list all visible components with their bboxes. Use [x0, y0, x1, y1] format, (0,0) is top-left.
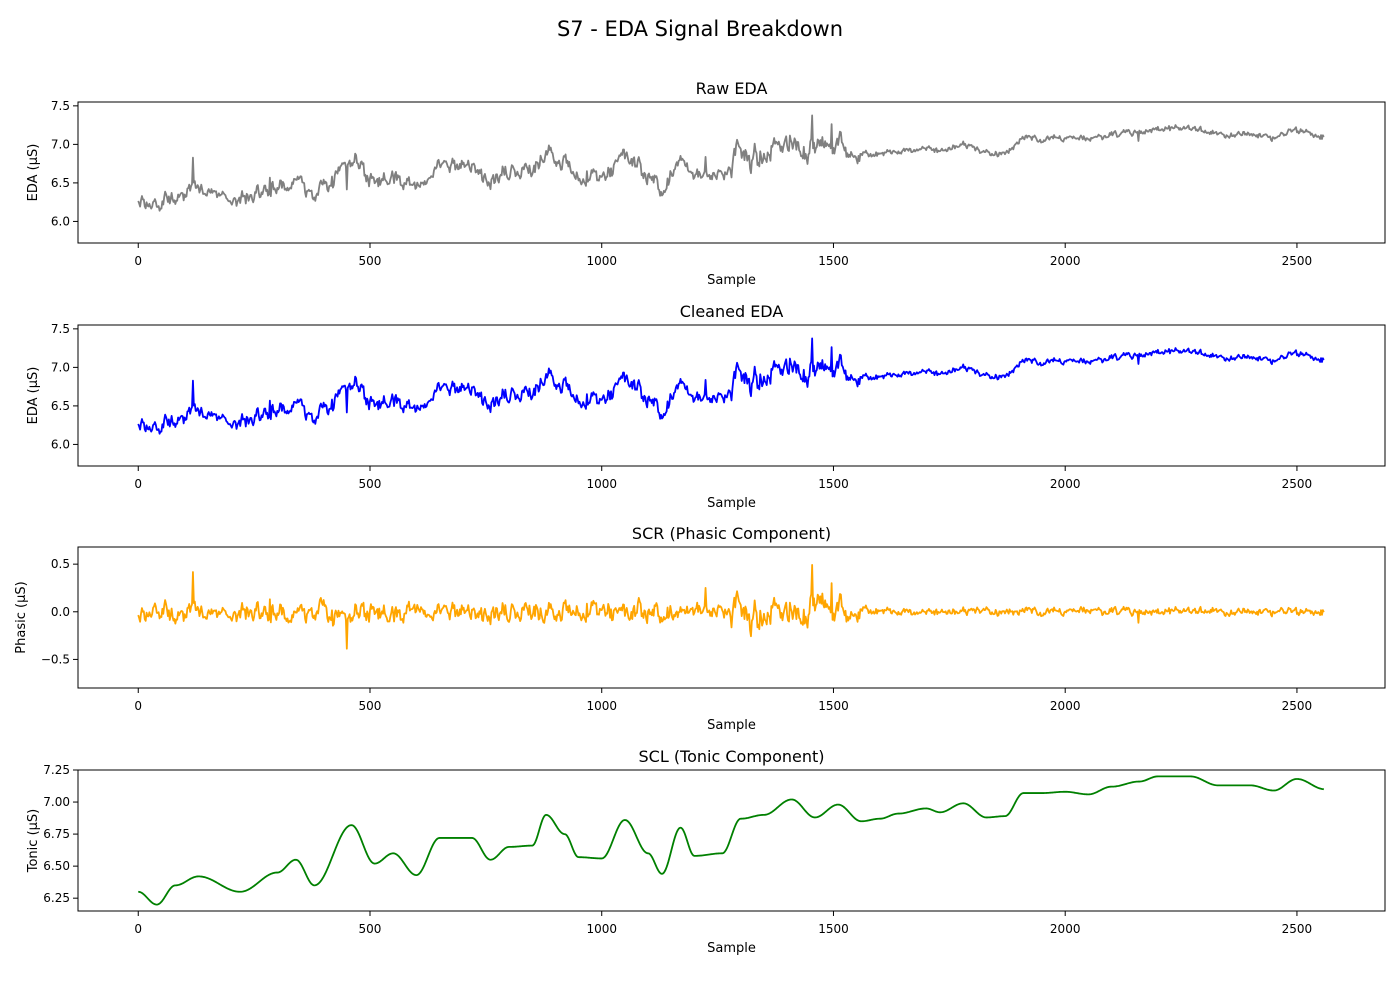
chart-panel-1: 0 500 1000 1500 2000 2500 6.0 6.5 7.0 7.5 Cleaned …	[26, 302, 1386, 511]
x-tick-label-2-0: 0	[134, 699, 142, 713]
x-tick-label-3-5: 2500	[1282, 922, 1313, 936]
x-tick-label-3-4: 2000	[1050, 922, 1081, 936]
x-tick-label-1-1: 500	[359, 477, 382, 491]
y-tick-label-1-3: 7.5	[51, 322, 70, 336]
x-tick-label-0-1: 500	[359, 254, 382, 268]
figure-title: S7 - EDA Signal Breakdown	[557, 17, 843, 41]
x-axis-label-3: Sample	[707, 941, 756, 956]
series-line-2-0	[137, 564, 1325, 650]
x-tick-label-0-4: 2000	[1050, 254, 1081, 268]
y-tick-label-3-0: 6.25	[43, 891, 70, 905]
x-tick-label-3-0: 0	[134, 922, 142, 936]
x-tick-label-2-1: 500	[359, 699, 382, 713]
y-axis-label-2: Phasic (µS)	[14, 581, 29, 653]
x-tick-label-2-3: 1500	[818, 699, 849, 713]
y-axis-label-1: EDA (µS)	[26, 367, 41, 425]
y-axis-label-0: EDA (µS)	[26, 144, 41, 202]
chart-panel-3: 0 500 1000 1500 2000 2500 6.25 6.50 6.75 7.00 7.25…	[26, 747, 1386, 956]
y-tick-label-2-1: 0.0	[51, 605, 70, 619]
x-axis-label-2: Sample	[707, 718, 756, 733]
y-tick-label-0-0: 6.0	[51, 214, 70, 228]
y-tick-label-0-2: 7.0	[51, 137, 70, 151]
y-tick-label-0-3: 7.5	[51, 99, 70, 113]
y-tick-label-3-1: 6.50	[43, 859, 70, 873]
x-tick-label-0-3: 1500	[818, 254, 849, 268]
y-axis-label-3: Tonic (µS)	[26, 809, 41, 873]
chart-panel-0: 0 500 1000 1500 2000 2500 6.0 6.5 7.0 7.5 Raw EDA S…	[26, 79, 1386, 288]
panel-title-1: Cleaned EDA	[680, 302, 784, 321]
x-tick-label-0-5: 2500	[1282, 254, 1313, 268]
chart-panels: 0 500 1000 1500 2000 2500 6.0 6.5 7.0 7.5 Raw EDA S…	[14, 79, 1386, 956]
y-tick-label-3-3: 7.00	[43, 795, 70, 809]
y-tick-label-2-0: −0.5	[41, 652, 70, 666]
x-tick-label-1-5: 2500	[1282, 477, 1313, 491]
panel-title-3: SCL (Tonic Component)	[638, 747, 824, 766]
x-axis-label-0: Sample	[707, 273, 756, 288]
x-tick-label-1-0: 0	[134, 477, 142, 491]
y-tick-label-3-2: 6.75	[43, 827, 70, 841]
plot-frame-2	[77, 546, 1386, 689]
plot-frame-1	[77, 324, 1386, 467]
x-tick-label-3-2: 1000	[586, 922, 617, 936]
x-tick-label-2-2: 1000	[586, 699, 617, 713]
x-tick-label-1-2: 1000	[586, 477, 617, 491]
series-line-3-0	[138, 775, 1324, 906]
x-tick-label-2-4: 2000	[1050, 699, 1081, 713]
x-tick-label-3-3: 1500	[818, 922, 849, 936]
chart-panel-2: 0 500 1000 1500 2000 2500 −0.5 0.0 0.5 SCR (Phasi…	[14, 524, 1386, 733]
panel-title-0: Raw EDA	[696, 79, 768, 98]
series-line-0-0	[137, 114, 1325, 212]
x-tick-label-1-3: 1500	[818, 477, 849, 491]
series-line-1-0	[137, 337, 1325, 435]
x-tick-label-2-5: 2500	[1282, 699, 1313, 713]
x-tick-label-0-2: 1000	[586, 254, 617, 268]
y-tick-label-1-1: 6.5	[51, 399, 70, 413]
y-tick-label-3-4: 7.25	[43, 763, 70, 777]
x-axis-label-1: Sample	[707, 496, 756, 511]
y-tick-label-1-0: 6.0	[51, 437, 70, 451]
x-tick-label-1-4: 2000	[1050, 477, 1081, 491]
x-tick-label-0-0: 0	[134, 254, 142, 268]
plot-frame-3	[77, 769, 1386, 912]
y-tick-label-0-1: 6.5	[51, 176, 70, 190]
y-tick-label-2-2: 0.5	[51, 557, 70, 571]
plot-frame-0	[77, 101, 1386, 244]
panel-title-2: SCR (Phasic Component)	[632, 524, 831, 543]
y-tick-label-1-2: 7.0	[51, 360, 70, 374]
x-tick-label-3-1: 500	[359, 922, 382, 936]
